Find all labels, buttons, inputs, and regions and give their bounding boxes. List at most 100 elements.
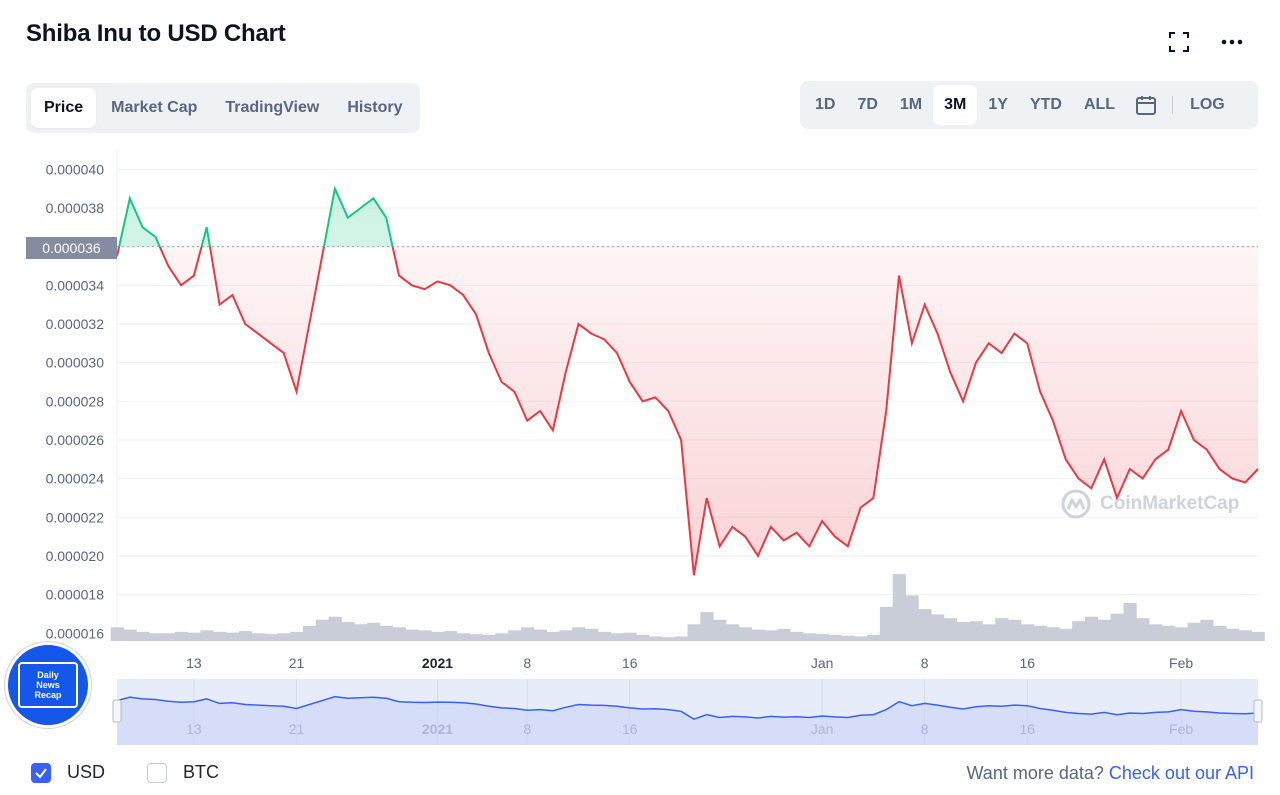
range-1d[interactable]: 1D	[815, 96, 836, 113]
usd-label: USD	[67, 762, 106, 782]
volume-bar	[508, 630, 522, 641]
y-tick-label: 0.000016	[46, 625, 105, 641]
range-7d[interactable]: 7D	[857, 96, 878, 113]
volume-bar	[738, 627, 753, 641]
volume-bar	[341, 622, 355, 641]
legend-usd[interactable]: USD	[31, 762, 105, 783]
volume-bar	[867, 634, 881, 641]
volume-bar	[418, 630, 432, 641]
volume-bar	[995, 618, 1009, 641]
daily-news-recap-badge[interactable]: Daily News Recap	[5, 642, 91, 728]
range-1m[interactable]: 1M	[899, 96, 923, 113]
log-toggle[interactable]: LOG	[1190, 96, 1225, 113]
volume-bar	[674, 636, 688, 641]
volume-bar	[1251, 631, 1265, 641]
volume-bar	[802, 633, 817, 641]
api-link[interactable]: Check out our API	[1108, 763, 1254, 783]
volume-bar	[200, 630, 214, 641]
volume-bar	[777, 628, 791, 641]
time-range-tabs: 1D 7D 1M 3M 1Y YTD ALL LOG	[800, 81, 1258, 129]
x-axis: 13 21 2021 8 16 Jan 8 16 Feb	[186, 655, 1193, 671]
volume-bar	[687, 624, 701, 641]
y-tick-label: 0.000034	[46, 277, 105, 293]
volume-bar	[226, 632, 240, 641]
volume-bar	[482, 634, 496, 641]
volume-bar	[238, 631, 253, 641]
area-below-baseline	[117, 246, 1258, 576]
y-tick-label: 0.000028	[46, 393, 105, 409]
volume-bar	[1046, 627, 1060, 641]
check-icon	[35, 767, 47, 779]
usd-checkbox[interactable]	[31, 762, 51, 783]
x-tick-label: 8	[523, 655, 531, 671]
volume-bar	[1020, 624, 1035, 641]
volume-bar	[623, 632, 637, 641]
y-tick-label: 0.000026	[46, 432, 105, 448]
x-tick-label: 2021	[422, 655, 453, 671]
badge-line-2: News	[36, 680, 60, 690]
badge-line-1: Daily	[37, 670, 59, 680]
y-tick-label: 0.000024	[46, 471, 105, 487]
volume-bar	[520, 627, 535, 641]
x-tick-label: 16	[622, 655, 638, 671]
tab-price[interactable]: Price	[31, 88, 97, 128]
x-tick-label: 8	[921, 655, 929, 671]
area-above-baseline	[119, 188, 393, 247]
y-tick-label: 0.000020	[46, 548, 105, 564]
volume-bar	[764, 630, 778, 641]
x-tick-label: 16	[1019, 655, 1035, 671]
volume-bar	[1187, 622, 1201, 641]
volume-bar	[354, 624, 368, 641]
volume-bar	[469, 634, 483, 641]
badge-line-3: Recap	[34, 690, 62, 700]
volume-bar	[213, 631, 227, 641]
price-area	[117, 188, 1258, 576]
tab-tradingview[interactable]: TradingView	[225, 99, 320, 116]
navigator-left-handle[interactable]	[112, 699, 122, 723]
volume-bar	[302, 625, 317, 641]
y-tick-label: 0.000018	[46, 587, 105, 603]
volume-bar	[251, 633, 265, 641]
volume-bar	[572, 627, 586, 641]
volume-bar	[495, 633, 509, 641]
volume-bar	[456, 633, 470, 641]
volume-bar	[277, 633, 291, 641]
watermark-text: CoinMarketCap	[1100, 493, 1240, 514]
volume-bar	[328, 616, 342, 641]
btc-checkbox[interactable]	[147, 762, 167, 783]
volume-bar	[751, 629, 765, 641]
volume-bar	[174, 631, 188, 641]
range-ytd[interactable]: YTD	[1029, 96, 1062, 113]
more-icon[interactable]	[1218, 28, 1246, 56]
volume-bar	[405, 629, 419, 641]
calendar-icon[interactable]	[1126, 85, 1166, 125]
volume-bar	[943, 618, 958, 641]
tab-history[interactable]: History	[347, 99, 403, 116]
btc-label: BTC	[183, 762, 219, 782]
chart-view-tabs: Price Market Cap TradingView History	[26, 83, 421, 133]
volume-bar	[1059, 628, 1073, 641]
range-1y[interactable]: 1Y	[988, 96, 1008, 113]
volume-bar	[956, 622, 970, 641]
api-promo-text: Want more data?	[966, 763, 1104, 783]
navigator-right-handle[interactable]	[1253, 699, 1263, 723]
volume-bar	[187, 632, 201, 641]
legend-btc[interactable]: BTC	[147, 762, 219, 783]
volume-bar	[559, 630, 573, 641]
volume-bar	[1149, 624, 1163, 641]
volume-bar	[315, 619, 329, 641]
volume-bar	[290, 631, 304, 641]
range-all[interactable]: ALL	[1083, 96, 1116, 113]
volume-bar	[649, 636, 663, 641]
volume-bar	[1123, 603, 1137, 641]
volume-bar	[815, 634, 829, 641]
y-tick-label: 0.000030	[46, 355, 105, 371]
fullscreen-icon[interactable]	[1165, 28, 1193, 56]
range-3m[interactable]: 3M	[933, 85, 978, 125]
y-tick-label: 0.000032	[46, 316, 105, 332]
volume-bar	[443, 631, 458, 641]
volume-bar	[1200, 619, 1214, 641]
tab-market-cap[interactable]: Market Cap	[111, 99, 198, 116]
